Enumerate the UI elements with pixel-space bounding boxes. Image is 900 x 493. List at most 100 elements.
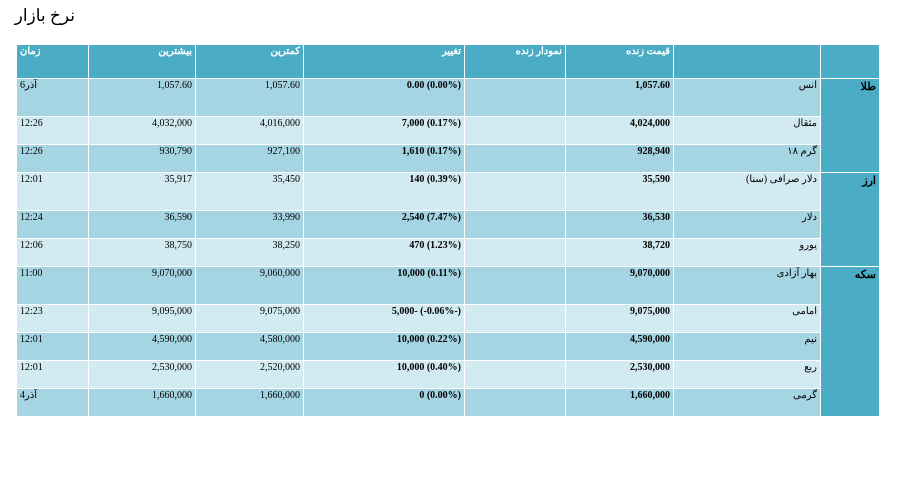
- live-price-cell: 9,075,000: [565, 304, 674, 333]
- table-row: 12:23 9,095,000 9,075,000 5,000- (-0.06%…: [16, 304, 880, 333]
- time-cell: 12:26: [16, 116, 89, 145]
- market-rates-table: زمان بیشترین کمترین تغییر نمودار زنده قی…: [16, 44, 880, 417]
- table-row: 11:00 9,070,000 9,060,000 10,000 (0.11%)…: [16, 266, 880, 417]
- live-chart-cell: [464, 144, 566, 173]
- high-cell: 4,590,000: [88, 332, 196, 361]
- group-label-gold: طلا: [820, 78, 880, 173]
- live-price-header: قیمت زنده: [565, 44, 674, 79]
- table-row: 12:01 4,590,000 4,580,000 10,000 (0.22%)…: [16, 332, 880, 361]
- change-cell: 7,000 (0.17%): [303, 116, 465, 145]
- time-cell: 12:23: [16, 304, 89, 333]
- live-chart-cell: [464, 238, 566, 267]
- high-cell: 36,590: [88, 210, 196, 239]
- low-cell: 9,075,000: [195, 304, 304, 333]
- live-chart-cell: [464, 304, 566, 333]
- change-cell: 5,000- (-0.06%-): [303, 304, 465, 333]
- low-cell: 4,580,000: [195, 332, 304, 361]
- live-chart-cell: [464, 210, 566, 239]
- table-row: 12:01 35,917 35,450 140 (0.39%) 35,590 د…: [16, 172, 880, 267]
- low-cell: 33,990: [195, 210, 304, 239]
- table-row: 6آذر 1,057.60 1,057.60 0.00 (0.00%) 1,05…: [16, 78, 880, 173]
- high-cell: 1,660,000: [88, 388, 196, 417]
- change-header: تغییر: [303, 44, 465, 79]
- item-name-cell: دلار صرافی (سنا): [673, 172, 821, 211]
- time-cell: 12:01: [16, 332, 89, 361]
- low-cell: 1,057.60: [195, 78, 304, 117]
- time-cell: 11:00: [16, 266, 89, 305]
- live-chart-cell: [464, 332, 566, 361]
- change-cell: 10,000 (0.40%): [303, 360, 465, 389]
- high-cell: 4,032,000: [88, 116, 196, 145]
- live-price-cell: 2,530,000: [565, 360, 674, 389]
- time-cell: 12:01: [16, 360, 89, 389]
- group-label-currency: ارز: [820, 172, 880, 267]
- live-chart-cell: [464, 172, 566, 211]
- high-cell: 930,790: [88, 144, 196, 173]
- time-cell: 6آذر: [16, 78, 89, 117]
- change-cell: 0.00 (0.00%): [303, 78, 465, 117]
- time-cell: 12:01: [16, 172, 89, 211]
- low-cell: 38,250: [195, 238, 304, 267]
- table-row: 4آذر 1,660,000 1,660,000 0 (0.00%) 1,660…: [16, 388, 880, 417]
- live-chart-cell: [464, 78, 566, 117]
- table-row: 12:26 930,790 927,100 1,610 (0.17%) 928,…: [16, 144, 880, 173]
- change-cell: 10,000 (0.11%): [303, 266, 465, 305]
- time-header: زمان: [16, 44, 89, 79]
- item-name-cell: مثقال: [673, 116, 821, 145]
- live-chart-cell: [464, 266, 566, 305]
- table-row: 12:26 4,032,000 4,016,000 7,000 (0.17%) …: [16, 116, 880, 145]
- item-name-cell: ربع: [673, 360, 821, 389]
- live-chart-cell: [464, 116, 566, 145]
- high-cell: 9,070,000: [88, 266, 196, 305]
- page-title: نرخ بازار: [14, 6, 75, 25]
- high-cell: 1,057.60: [88, 78, 196, 117]
- low-cell: 1,660,000: [195, 388, 304, 417]
- item-name-cell: نیم: [673, 332, 821, 361]
- live-price-cell: 4,590,000: [565, 332, 674, 361]
- item-name-cell: گرمی: [673, 388, 821, 417]
- change-cell: 2,540 (7.47%): [303, 210, 465, 239]
- high-header: بیشترین: [88, 44, 196, 79]
- group-label-coin: سکه: [820, 266, 880, 417]
- low-cell: 9,060,000: [195, 266, 304, 305]
- time-cell: 12:24: [16, 210, 89, 239]
- item-name-cell: امامی: [673, 304, 821, 333]
- high-cell: 38,750: [88, 238, 196, 267]
- table-row: 12:01 2,530,000 2,520,000 10,000 (0.40%)…: [16, 360, 880, 389]
- time-cell: 12:26: [16, 144, 89, 173]
- high-cell: 9,095,000: [88, 304, 196, 333]
- change-cell: 470 (1.23%): [303, 238, 465, 267]
- live-price-cell: 1,057.60: [565, 78, 674, 117]
- item-name-cell: بهار آزادی: [673, 266, 821, 305]
- time-cell: 12:06: [16, 238, 89, 267]
- item-name-cell: یورو: [673, 238, 821, 267]
- table-row: 12:24 36,590 33,990 2,540 (7.47%) 36,530…: [16, 210, 880, 239]
- live-price-cell: 1,660,000: [565, 388, 674, 417]
- live-chart-cell: [464, 360, 566, 389]
- low-cell: 4,016,000: [195, 116, 304, 145]
- live-price-cell: 38,720: [565, 238, 674, 267]
- live-chart-header: نمودار زنده: [464, 44, 566, 79]
- live-price-cell: 928,940: [565, 144, 674, 173]
- live-price-cell: 35,590: [565, 172, 674, 211]
- header-row: زمان بیشترین کمترین تغییر نمودار زنده قی…: [16, 44, 880, 79]
- high-cell: 35,917: [88, 172, 196, 211]
- item-name-cell: دلار: [673, 210, 821, 239]
- live-price-cell: 36,530: [565, 210, 674, 239]
- low-cell: 2,520,000: [195, 360, 304, 389]
- high-cell: 2,530,000: [88, 360, 196, 389]
- change-cell: 140 (0.39%): [303, 172, 465, 211]
- live-price-cell: 4,024,000: [565, 116, 674, 145]
- name-header: [673, 44, 821, 79]
- change-cell: 1,610 (0.17%): [303, 144, 465, 173]
- group-header: [820, 44, 880, 79]
- low-cell: 35,450: [195, 172, 304, 211]
- live-chart-cell: [464, 388, 566, 417]
- time-cell: 4آذر: [16, 388, 89, 417]
- low-cell: 927,100: [195, 144, 304, 173]
- change-cell: 10,000 (0.22%): [303, 332, 465, 361]
- item-name-cell: گرم ۱۸: [673, 144, 821, 173]
- change-cell: 0 (0.00%): [303, 388, 465, 417]
- live-price-cell: 9,070,000: [565, 266, 674, 305]
- low-header: کمترین: [195, 44, 304, 79]
